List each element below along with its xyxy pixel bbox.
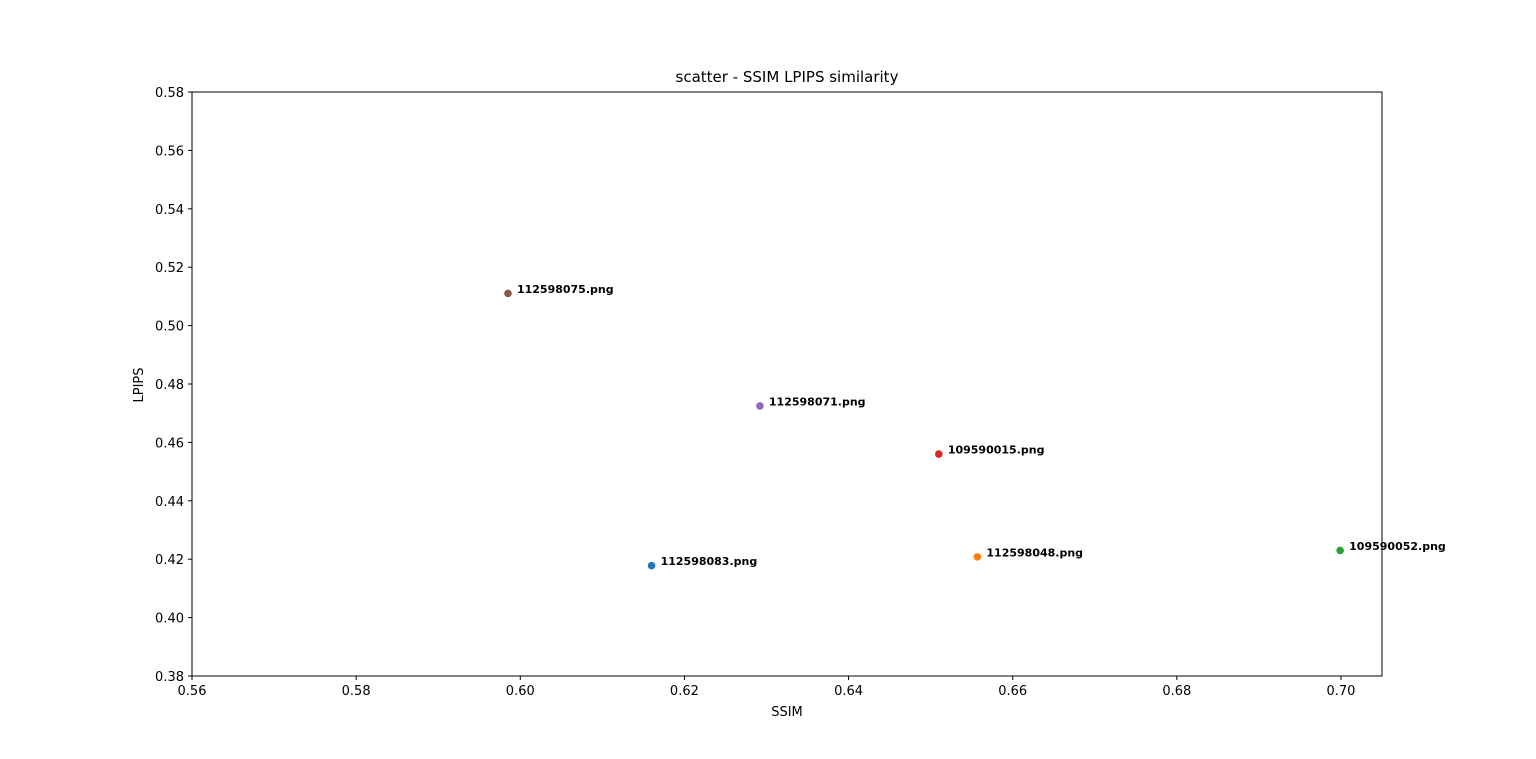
x-tick-label: 0.66 — [998, 684, 1027, 699]
point-label: 112598048.png — [986, 546, 1083, 559]
y-tick-label: 0.38 — [155, 670, 184, 685]
data-points: 112598083.png 112598048.png 109590052.png 1… — [504, 283, 1446, 570]
x-tick-label: 0.64 — [834, 684, 863, 699]
y-tick-label: 0.52 — [155, 261, 184, 276]
point-label: 112598071.png — [769, 395, 866, 408]
point-label: 112598083.png — [661, 555, 758, 568]
plot-frame — [191, 91, 1383, 677]
scatter-point — [1336, 546, 1344, 555]
y-tick-label: 0.58 — [155, 86, 184, 101]
x-tick-label: 0.62 — [670, 684, 699, 699]
scatter-point — [973, 553, 982, 561]
y-axis: 0.38 0.40 0.42 0.44 0.46 0.48 0.50 0.52 0.54 0.56… — [155, 86, 192, 685]
point-label: 109590015.png — [948, 444, 1045, 457]
x-tick-label: 0.58 — [342, 684, 371, 699]
y-axis-label: LPIPS — [132, 367, 147, 402]
y-tick-label: 0.42 — [155, 553, 184, 568]
x-axis: 0.56 0.58 0.60 0.62 0.64 0.66 0.68 0.70 — [178, 676, 1355, 699]
x-axis-label: SSIM — [771, 705, 803, 720]
x-tick-label: 0.60 — [506, 684, 535, 699]
point-label: 112598075.png — [517, 283, 614, 296]
y-tick-label: 0.46 — [155, 436, 184, 451]
scatter-point — [647, 561, 656, 570]
chart-title: scatter - SSIM LPIPS similarity — [676, 68, 899, 86]
x-tick-label: 0.70 — [1326, 684, 1355, 699]
scatter-point — [935, 450, 943, 458]
x-tick-label: 0.56 — [178, 684, 207, 699]
y-tick-label: 0.54 — [155, 203, 184, 218]
x-tick-label: 0.68 — [1162, 684, 1191, 699]
point-label: 109590052.png — [1349, 540, 1446, 553]
scatter-point — [756, 402, 764, 410]
y-tick-label: 0.56 — [155, 144, 184, 159]
y-tick-label: 0.48 — [155, 378, 184, 393]
y-tick-label: 0.44 — [155, 495, 184, 510]
y-tick-label: 0.50 — [155, 320, 184, 335]
scatter-point — [504, 289, 512, 298]
y-tick-label: 0.40 — [155, 612, 184, 627]
